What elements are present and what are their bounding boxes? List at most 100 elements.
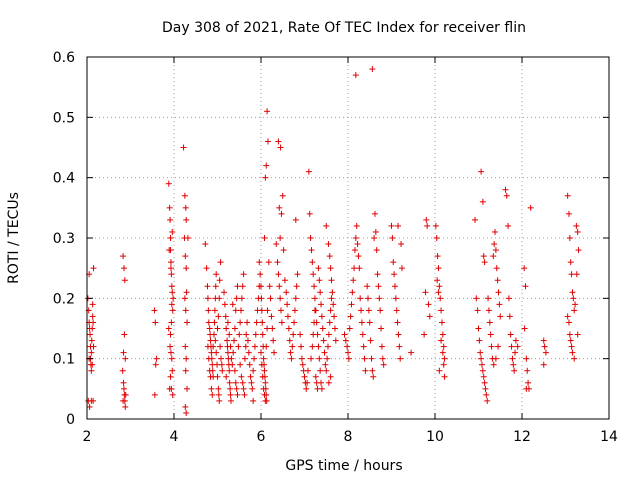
data-point [567,235,573,241]
data-point [490,253,496,259]
data-point [355,241,361,247]
data-point [435,289,441,295]
data-point [264,326,270,332]
y-tick-label: 0 [66,412,75,428]
y-tick-label: 0.2 [53,291,75,307]
data-point [569,344,575,350]
data-point [226,332,232,338]
data-point [357,295,363,301]
data-point [361,344,367,350]
data-point [489,344,495,350]
data-point [262,398,268,404]
data-point [238,374,244,380]
data-point [370,374,376,380]
data-point [380,356,386,362]
data-point [219,362,225,368]
data-point [262,380,268,386]
data-point [211,332,217,338]
data-point [184,289,190,295]
data-point [425,301,431,307]
data-point [348,301,354,307]
data-point [216,392,222,398]
data-point [228,356,234,362]
data-point [323,368,329,374]
data-point [275,259,281,265]
data-point [343,338,349,344]
data-point [389,235,395,241]
data-point [373,229,379,235]
data-point [121,265,127,271]
data-point [522,326,528,332]
data-point [223,374,229,380]
data-point [356,265,362,271]
data-points [85,66,582,416]
data-point [237,362,243,368]
data-point [486,307,492,313]
data-point [315,386,321,392]
data-point [381,362,387,368]
data-point [369,368,375,374]
data-point [315,344,321,350]
data-point [495,277,501,283]
data-point [153,362,159,368]
data-point [375,283,381,289]
data-point [152,392,158,398]
data-point [481,374,487,380]
data-point [492,229,498,235]
data-point [353,235,359,241]
data-point [283,289,289,295]
data-point [291,319,297,325]
data-point [257,271,263,277]
data-point [293,217,299,223]
data-point [573,223,579,229]
data-point [235,283,241,289]
data-point [565,193,571,199]
x-tick-label: 4 [170,429,179,445]
data-point [524,368,530,374]
data-point [303,386,309,392]
data-point [91,265,97,271]
data-point [436,368,442,374]
data-point [248,374,254,380]
data-point [473,295,479,301]
data-point [266,259,272,265]
data-point [168,332,174,338]
data-point [378,326,384,332]
data-point [421,332,427,338]
data-point [258,295,264,301]
data-point [268,295,274,301]
data-point [342,332,348,338]
data-point [211,319,217,325]
y-tick-labels: 00.10.20.30.40.50.6 [53,50,75,428]
data-point [354,223,360,229]
data-point [241,392,247,398]
x-tick-label: 6 [257,429,266,445]
data-point [182,295,188,301]
data-point [508,332,514,338]
data-point [322,350,328,356]
data-point [488,332,494,338]
data-point [228,392,234,398]
data-point [237,319,243,325]
data-point [424,223,430,229]
data-point [90,313,96,319]
data-point [233,380,239,386]
data-point [528,205,534,211]
data-point [352,247,358,253]
data-point [256,259,262,265]
data-point [282,277,288,283]
data-point [205,295,211,301]
data-point [346,356,352,362]
data-point [491,241,497,247]
data-point [250,368,256,374]
data-point [482,386,488,392]
data-point [185,235,191,241]
data-point [122,356,128,362]
data-point [89,338,95,344]
y-axis-title: ROTI / TECUs [6,192,22,284]
data-point [287,338,293,344]
data-point [312,295,318,301]
data-point [575,229,581,235]
data-point [224,338,230,344]
data-point [205,344,211,350]
